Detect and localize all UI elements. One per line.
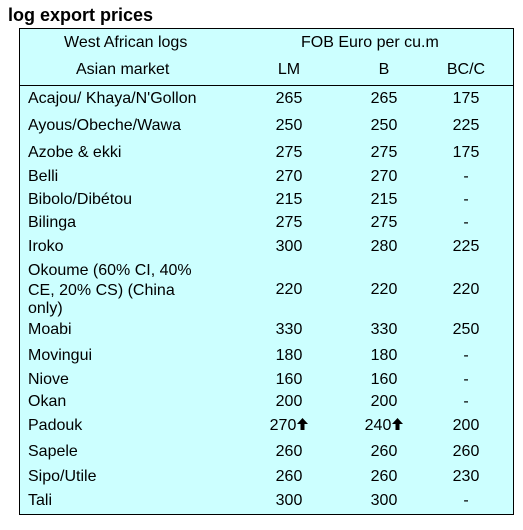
row-lm-price: 300 — [275, 238, 303, 255]
row-lm-price: 270 — [269, 417, 297, 434]
row-b-price: 265 — [370, 90, 398, 107]
row-species: Padouk — [28, 417, 83, 434]
row-b-price: 280 — [370, 238, 398, 255]
row-b-price: 180 — [370, 347, 398, 364]
row-bcc-price: 260 — [452, 443, 480, 460]
row-b-price: 330 — [370, 321, 398, 338]
row-b-price: 240 — [364, 417, 392, 434]
row-b-price: 300 — [370, 492, 398, 509]
row-b-price: 160 — [370, 371, 398, 388]
row-species-line3: only) — [28, 300, 63, 317]
row-bcc-price: - — [463, 393, 469, 410]
row-bcc-price: - — [463, 191, 469, 208]
row-lm-price: 180 — [275, 347, 303, 364]
row-lm-price: 250 — [275, 117, 303, 134]
row-b-price-cell: 240 — [344, 416, 424, 436]
header-bcc: BC/C — [446, 61, 486, 78]
row-species: Bilinga — [28, 214, 77, 231]
row-species: Sipo/Utile — [28, 468, 97, 485]
row-b-price: 270 — [370, 168, 398, 185]
price-table: West African logs FOB Euro per cu.m Asia… — [19, 28, 514, 515]
row-bcc-price: 175 — [452, 90, 480, 107]
header-b: B — [378, 61, 390, 78]
row-b-price: 220 — [370, 281, 398, 298]
row-b-price: 275 — [370, 144, 398, 161]
up-arrow-icon — [297, 418, 309, 431]
row-b-price: 200 — [370, 393, 398, 410]
row-bcc-price: 230 — [452, 468, 480, 485]
row-species: Niove — [28, 371, 69, 388]
row-bcc-price: 225 — [452, 117, 480, 134]
row-species-line2: CE, 20% CS) (China — [28, 282, 175, 299]
row-lm-price: 260 — [275, 468, 303, 485]
row-lm-price: 275 — [275, 144, 303, 161]
row-species: Sapele — [28, 443, 78, 460]
row-bcc-price: 225 — [452, 238, 480, 255]
row-lm-price: 260 — [275, 443, 303, 460]
page-title: log export prices — [8, 5, 154, 25]
row-species: Iroko — [28, 238, 64, 255]
row-bcc-price: - — [463, 168, 469, 185]
row-species: Ayous/Obeche/Wawa — [28, 117, 181, 134]
row-bcc-price: - — [463, 492, 469, 509]
row-bcc-price: 220 — [452, 281, 480, 298]
header-lm: LM — [277, 61, 301, 78]
row-bcc-price: 250 — [452, 321, 480, 338]
row-b-price: 260 — [370, 468, 398, 485]
row-lm-price: 200 — [275, 393, 303, 410]
row-bcc-price: - — [463, 371, 469, 388]
row-species: Acajou/ Khaya/N'Gollon — [28, 90, 197, 107]
header-market: Asian market — [76, 61, 170, 78]
row-lm-price-cell: 270 — [249, 416, 329, 436]
row-species: Azobe & ekki — [28, 144, 122, 161]
row-lm-price: 160 — [275, 371, 303, 388]
row-species: Okoume (60% CI, 40% — [28, 262, 192, 279]
row-bcc-price: 200 — [452, 417, 480, 434]
row-lm-price: 270 — [275, 168, 303, 185]
row-bcc-price: - — [463, 347, 469, 364]
row-b-price: 250 — [370, 117, 398, 134]
row-b-price: 215 — [370, 191, 398, 208]
header-region: West African logs — [64, 34, 188, 51]
row-lm-price: 300 — [275, 492, 303, 509]
row-species: Tali — [28, 492, 53, 509]
row-species: Okan — [28, 393, 67, 410]
row-species: Bibolo/Dibétou — [28, 191, 133, 208]
header-divider — [20, 85, 513, 86]
row-bcc-price: - — [463, 214, 469, 231]
row-species: Movingui — [28, 347, 93, 364]
row-lm-price: 265 — [275, 90, 303, 107]
header-currency: FOB Euro per cu.m — [301, 34, 439, 51]
up-arrow-icon — [392, 418, 404, 431]
row-b-price: 275 — [370, 214, 398, 231]
row-lm-price: 220 — [275, 281, 303, 298]
row-b-price: 260 — [370, 443, 398, 460]
row-lm-price: 330 — [275, 321, 303, 338]
row-species: Belli — [28, 168, 59, 185]
row-bcc-price: 175 — [452, 144, 480, 161]
row-species: Moabi — [28, 321, 72, 338]
row-lm-price: 275 — [275, 214, 303, 231]
row-lm-price: 215 — [275, 191, 303, 208]
